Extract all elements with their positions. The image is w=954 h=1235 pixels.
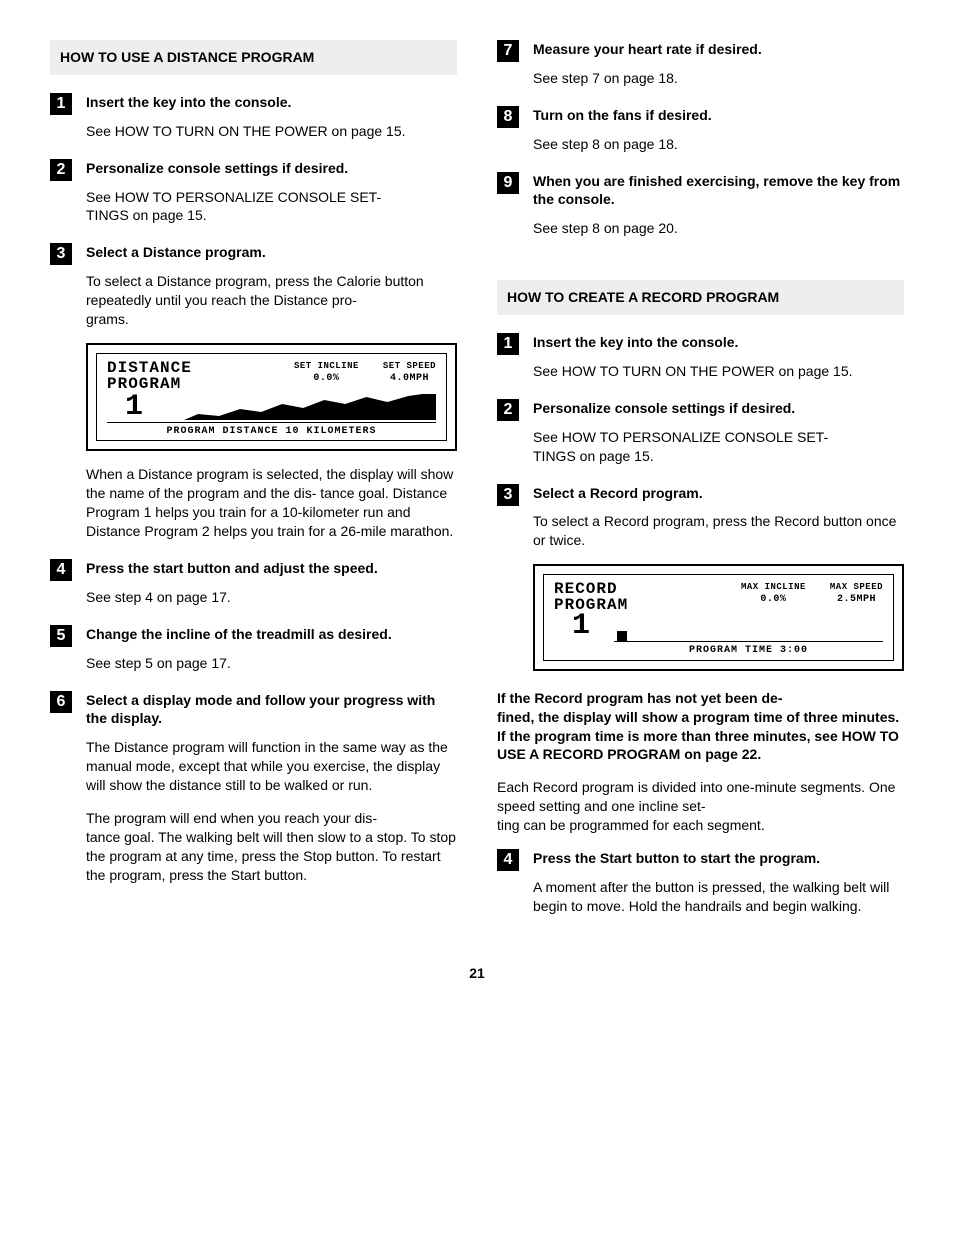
display-graphic [617,621,627,641]
display-program-line1: RECORD [554,581,628,597]
step-number-badge: 5 [50,625,72,647]
step-body: See HOW TO TURN ON THE POWER on page 15. [86,122,457,141]
step-title: Insert the key into the console. [86,93,457,112]
console-display-record: RECORD PROGRAM MAX INCLINE 0.0% MAX SPEE… [533,564,904,671]
step-title: Personalize console settings if desired. [533,399,904,418]
step: 2 Personalize console settings if desire… [497,399,904,466]
console-display-distance: DISTANCE PROGRAM SET INCLINE 0.0% SET SP… [86,343,457,452]
display-stat-label: SET SPEED [383,360,436,372]
page-number: 21 [50,964,904,983]
step-title: Select a Record program. [533,484,904,503]
step-body: A moment after the button is pressed, th… [533,878,904,916]
display-stat-value: 4.0MPH [383,372,436,386]
body-text: A moment after the button is pressed, th… [533,878,904,916]
step-number-badge: 1 [497,333,519,355]
step-body: To select a Record program, press the Re… [533,512,904,670]
body-text: See HOW TO TURN ON THE POWER on page 15. [86,122,457,141]
step: 5 Change the incline of the treadmill as… [50,625,457,673]
display-stat-value: 2.5MPH [830,593,883,607]
body-text: See HOW TO PERSONALIZE CONSOLE SET- TING… [533,428,904,466]
step-title: Select a display mode and follow your pr… [86,691,457,729]
step: 3 Select a Distance program. To select a… [50,243,457,541]
display-footer: PROGRAM DISTANCE 10 KILOMETERS [107,422,436,439]
step-body: See step 8 on page 20. [533,219,904,238]
body-text: To select a Record program, press the Re… [533,512,904,550]
body-text: When a Distance program is selected, the… [86,465,457,541]
body-text: The program will end when you reach your… [86,809,457,885]
step-number-badge: 4 [497,849,519,871]
body-text: See step 5 on page 17. [86,654,457,673]
display-program-line2: PROGRAM [107,376,192,392]
step-body: See step 7 on page 18. [533,69,904,88]
body-text: See step 7 on page 18. [533,69,904,88]
display-stat-value: 0.0% [294,372,359,386]
display-program-line1: DISTANCE [107,360,192,376]
body-text: See step 8 on page 18. [533,135,904,154]
step-title: Press the start button and adjust the sp… [86,559,457,578]
step-number-badge: 1 [50,93,72,115]
left-column: HOW TO USE A DISTANCE PROGRAM 1 Insert t… [50,40,457,934]
step: 7 Measure your heart rate if desired. Se… [497,40,904,88]
step-body: To select a Distance program, press the … [86,272,457,541]
step: 6 Select a display mode and follow your … [50,691,457,885]
display-stat-label: SET INCLINE [294,360,359,372]
body-text: The Distance program will function in th… [86,738,457,795]
step: 4 Press the Start button to start the pr… [497,849,904,916]
body-text: Each Record program is divided into one-… [497,778,904,835]
step-title: When you are finished exercising, remove… [533,172,904,210]
step-body: See HOW TO PERSONALIZE CONSOLE SET- TING… [86,188,457,226]
step-title: Select a Distance program. [86,243,457,262]
step-body: The Distance program will function in th… [86,738,457,884]
step-title: Turn on the fans if desired. [533,106,904,125]
step-title: Press the Start button to start the prog… [533,849,904,868]
step: 4 Press the start button and adjust the … [50,559,457,607]
display-program-number: 1 [572,611,591,641]
body-text-bold: If the Record program has not yet been d… [497,689,904,765]
step-number-badge: 2 [497,399,519,421]
section-header-distance: HOW TO USE A DISTANCE PROGRAM [50,40,457,75]
step-number-badge: 2 [50,159,72,181]
step-number-badge: 9 [497,172,519,194]
step: 9 When you are finished exercising, remo… [497,172,904,239]
step: 3 Select a Record program. To select a R… [497,484,904,671]
step-body: See step 4 on page 17. [86,588,457,607]
display-stat-label: MAX SPEED [830,581,883,593]
right-column: 7 Measure your heart rate if desired. Se… [497,40,904,934]
body-text: See HOW TO PERSONALIZE CONSOLE SET- TING… [86,188,457,226]
step: 1 Insert the key into the console. See H… [497,333,904,381]
step-number-badge: 6 [50,691,72,713]
step-body: See step 5 on page 17. [86,654,457,673]
display-stat-label: MAX INCLINE [741,581,806,593]
display-footer: PROGRAM TIME 3:00 [614,641,883,658]
body-text: See HOW TO TURN ON THE POWER on page 15. [533,362,904,381]
step-body: See HOW TO PERSONALIZE CONSOLE SET- TING… [533,428,904,466]
display-graphic [184,394,436,420]
step: 2 Personalize console settings if desire… [50,159,457,226]
step-title: Change the incline of the treadmill as d… [86,625,457,644]
step: 1 Insert the key into the console. See H… [50,93,457,141]
step-number-badge: 3 [50,243,72,265]
step-body: See HOW TO TURN ON THE POWER on page 15. [533,362,904,381]
body-text: To select a Distance program, press the … [86,272,457,329]
body-text: See step 4 on page 17. [86,588,457,607]
step-number-badge: 3 [497,484,519,506]
step: 8 Turn on the fans if desired. See step … [497,106,904,154]
section-header-record: HOW TO CREATE A RECORD PROGRAM [497,280,904,315]
step-body: See step 8 on page 18. [533,135,904,154]
body-text: See step 8 on page 20. [533,219,904,238]
display-program-line2: PROGRAM [554,597,628,613]
step-number-badge: 4 [50,559,72,581]
step-number-badge: 8 [497,106,519,128]
display-program-number: 1 [125,392,144,422]
step-title: Insert the key into the console. [533,333,904,352]
step-title: Measure your heart rate if desired. [533,40,904,59]
step-number-badge: 7 [497,40,519,62]
display-stat-value: 0.0% [741,593,806,607]
step-title: Personalize console settings if desired. [86,159,457,178]
